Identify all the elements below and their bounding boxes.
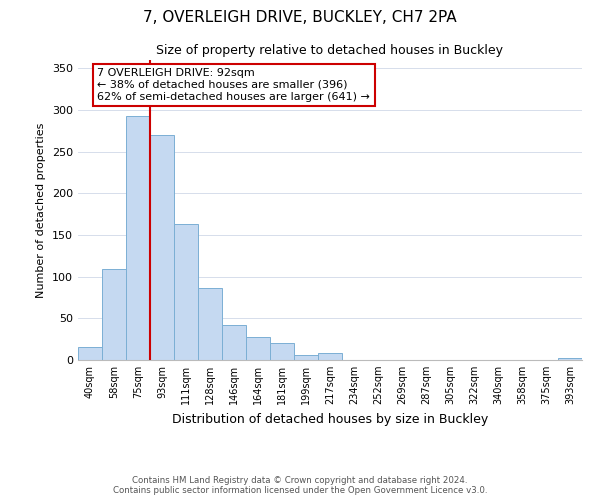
- Text: Contains HM Land Registry data © Crown copyright and database right 2024.
Contai: Contains HM Land Registry data © Crown c…: [113, 476, 487, 495]
- X-axis label: Distribution of detached houses by size in Buckley: Distribution of detached houses by size …: [172, 412, 488, 426]
- Bar: [294, 355, 318, 360]
- Bar: [246, 336, 270, 360]
- Bar: [318, 354, 342, 360]
- Bar: [222, 325, 246, 360]
- Bar: [102, 269, 126, 360]
- Y-axis label: Number of detached properties: Number of detached properties: [37, 122, 46, 298]
- Text: 7 OVERLEIGH DRIVE: 92sqm
← 38% of detached houses are smaller (396)
62% of semi-: 7 OVERLEIGH DRIVE: 92sqm ← 38% of detach…: [97, 68, 370, 102]
- Bar: [558, 358, 582, 360]
- Bar: [150, 135, 174, 360]
- Bar: [126, 116, 150, 360]
- Bar: [174, 224, 198, 360]
- Bar: [78, 346, 102, 360]
- Text: 7, OVERLEIGH DRIVE, BUCKLEY, CH7 2PA: 7, OVERLEIGH DRIVE, BUCKLEY, CH7 2PA: [143, 10, 457, 25]
- Title: Size of property relative to detached houses in Buckley: Size of property relative to detached ho…: [157, 44, 503, 58]
- Bar: [270, 342, 294, 360]
- Bar: [198, 288, 222, 360]
